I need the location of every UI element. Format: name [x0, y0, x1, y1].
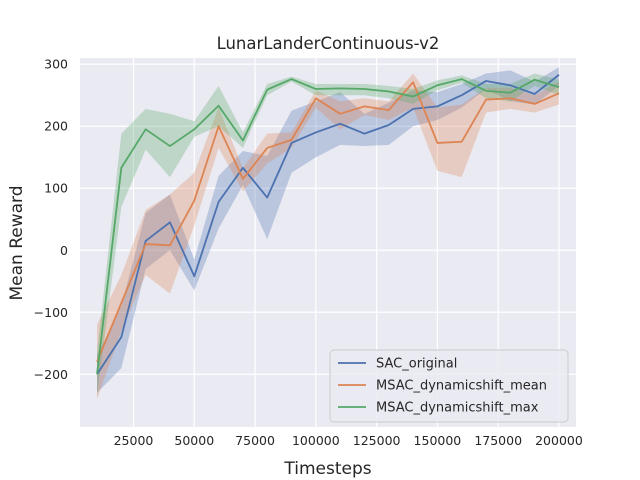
chart-title: LunarLanderContinuous-v2	[217, 34, 440, 53]
y-tick-label: 100	[44, 181, 68, 196]
confidence-bands	[97, 67, 559, 400]
x-tick-labels: 25000 50000 75000 100000 125000 150000 175000 2…	[114, 433, 583, 448]
y-tick-label: −200	[34, 367, 68, 382]
confidence-band-2	[97, 73, 559, 400]
x-tick-label: 150000	[414, 433, 462, 448]
series-line-3	[96, 78, 560, 375]
series-line-2	[96, 81, 560, 363]
y-tick-label: 300	[44, 57, 68, 72]
series-line-1	[96, 74, 560, 375]
y-axis-label: Mean Reward	[7, 185, 27, 300]
y-tick-label: 200	[44, 119, 68, 134]
x-tick-label: 50000	[174, 433, 214, 448]
legend: SAC_original MSAC_dynamicshift_mean MSAC_d…	[329, 349, 569, 423]
x-tick-label: 125000	[353, 433, 401, 448]
y-tick-label: 0	[60, 243, 68, 258]
x-tick-label: 25000	[114, 433, 154, 448]
x-tick-label: 200000	[535, 433, 583, 448]
x-tick-label: 100000	[292, 433, 340, 448]
y-tick-label: −100	[34, 305, 68, 320]
x-tick-label: 175000	[474, 433, 522, 448]
grid	[80, 58, 576, 427]
y-tick-labels: −200 −100 0 100 200 300	[34, 57, 68, 382]
series-lines	[96, 74, 560, 375]
x-axis-label: Timesteps	[283, 459, 371, 479]
x-tick-label: 75000	[235, 433, 275, 448]
legend-box	[329, 349, 569, 423]
legend-label-1: SAC_original	[376, 357, 457, 372]
legend-label-3: MSAC_dynamicshift_max	[376, 401, 539, 416]
legend-label-2: MSAC_dynamicshift_mean	[376, 379, 547, 394]
confidence-band-1	[97, 67, 559, 393]
